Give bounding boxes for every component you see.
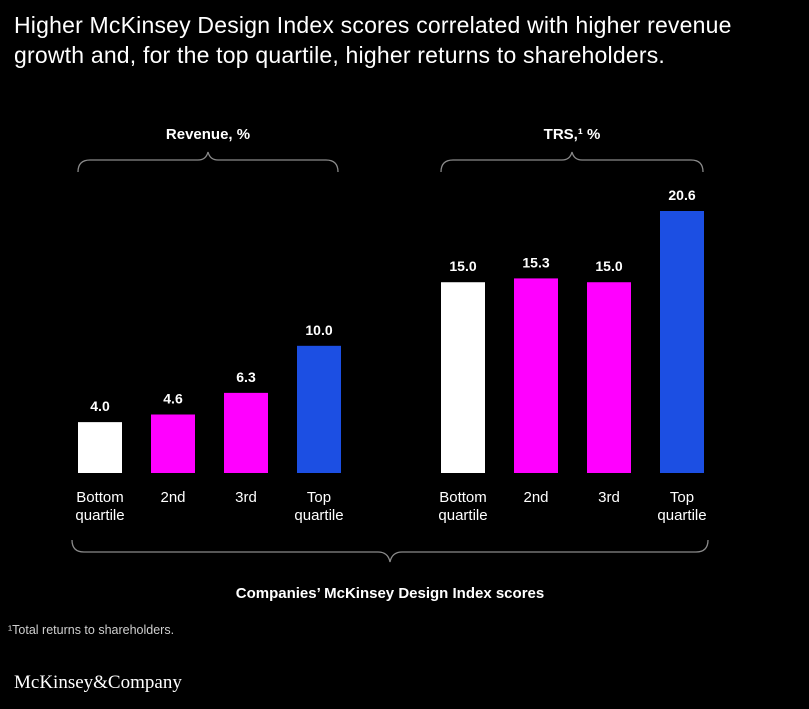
bar-value-label: 6.3: [236, 369, 256, 385]
bar-value-label: 20.6: [668, 187, 695, 203]
category-label: 2nd: [523, 489, 548, 506]
category-label: quartile: [75, 507, 124, 524]
category-label: 3rd: [598, 489, 620, 506]
bar-value-label: 10.0: [305, 322, 332, 338]
bar-value-label: 4.0: [90, 398, 110, 414]
category-label: quartile: [438, 507, 487, 524]
bar-value-label: 15.3: [522, 254, 549, 270]
bar: [660, 211, 704, 473]
panel-brace: [440, 151, 704, 173]
footnote: ¹Total returns to shareholders.: [8, 623, 175, 637]
bar: [587, 282, 631, 473]
category-label: 3rd: [235, 489, 257, 506]
panel-brace: [77, 151, 339, 173]
bar: [78, 422, 122, 473]
panel-title: TRS,¹ %: [544, 126, 601, 143]
category-label: quartile: [294, 507, 343, 524]
chart-title: Higher McKinsey Design Index scores corr…: [14, 12, 732, 68]
category-label: 2nd: [160, 489, 185, 506]
category-label: Top: [670, 489, 694, 506]
bar: [151, 414, 195, 473]
bar-value-label: 15.0: [595, 258, 622, 274]
x-axis-title: Companies’ McKinsey Design Index scores: [236, 585, 544, 602]
bar-value-label: 4.6: [163, 390, 183, 406]
trs-panel: TRS,¹ %15.0Bottomquartile15.32nd15.03rd2…: [438, 126, 706, 524]
category-label: Bottom: [76, 489, 124, 506]
mckinsey-logo: McKinsey&Company: [14, 672, 182, 693]
panel-title: Revenue, %: [166, 126, 250, 143]
category-label: Top: [307, 489, 331, 506]
bar: [441, 282, 485, 473]
revenue-panel: Revenue, %4.0Bottomquartile4.62nd6.33rd1…: [75, 126, 343, 524]
bar: [297, 345, 341, 473]
bar: [514, 278, 558, 473]
bar-value-label: 15.0: [449, 258, 476, 274]
bar: [224, 392, 268, 473]
category-label: quartile: [657, 507, 706, 524]
bottom-brace: [71, 539, 709, 563]
category-label: Bottom: [439, 489, 487, 506]
